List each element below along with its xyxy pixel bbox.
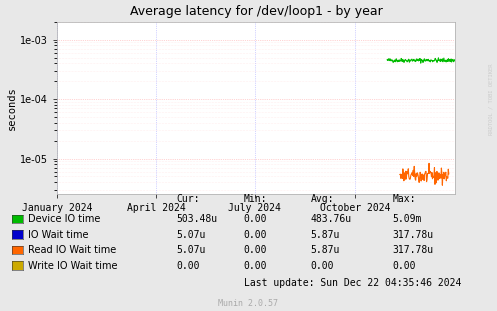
Text: Avg:: Avg: [311,194,334,204]
Text: Munin 2.0.57: Munin 2.0.57 [219,299,278,308]
Text: 0.00: 0.00 [244,261,267,271]
Text: Read IO Wait time: Read IO Wait time [28,245,117,255]
Y-axis label: seconds: seconds [7,86,17,130]
Text: 5.09m: 5.09m [393,214,422,224]
Text: 0.00: 0.00 [244,214,267,224]
Text: 317.78u: 317.78u [393,245,434,255]
Text: Last update: Sun Dec 22 04:35:46 2024: Last update: Sun Dec 22 04:35:46 2024 [244,278,461,288]
Text: 503.48u: 503.48u [176,214,218,224]
Text: Max:: Max: [393,194,416,204]
Text: 0.00: 0.00 [244,230,267,240]
Text: 5.87u: 5.87u [311,230,340,240]
Title: Average latency for /dev/loop1 - by year: Average latency for /dev/loop1 - by year [130,5,382,18]
Text: 5.07u: 5.07u [176,230,206,240]
Text: Device IO time: Device IO time [28,214,101,224]
Text: IO Wait time: IO Wait time [28,230,89,240]
Text: Min:: Min: [244,194,267,204]
Text: Cur:: Cur: [176,194,200,204]
Text: Write IO Wait time: Write IO Wait time [28,261,118,271]
Text: RRDTOOL / TOBI OETIKER: RRDTOOL / TOBI OETIKER [488,64,493,135]
Text: 5.87u: 5.87u [311,245,340,255]
Text: 0.00: 0.00 [176,261,200,271]
Text: 483.76u: 483.76u [311,214,352,224]
Text: 0.00: 0.00 [244,245,267,255]
Text: 5.07u: 5.07u [176,245,206,255]
Text: 0.00: 0.00 [311,261,334,271]
Text: 317.78u: 317.78u [393,230,434,240]
Text: 0.00: 0.00 [393,261,416,271]
